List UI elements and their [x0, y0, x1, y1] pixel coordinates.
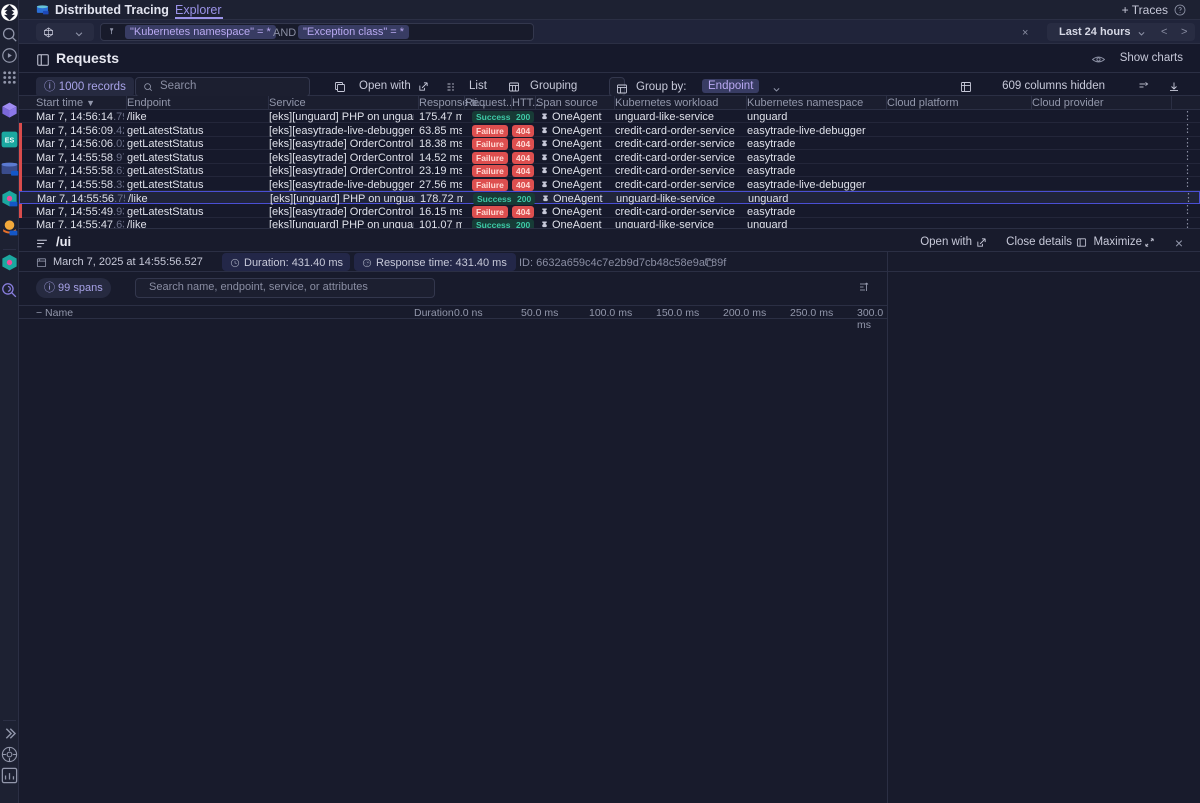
svg-text:ES: ES [5, 137, 15, 145]
